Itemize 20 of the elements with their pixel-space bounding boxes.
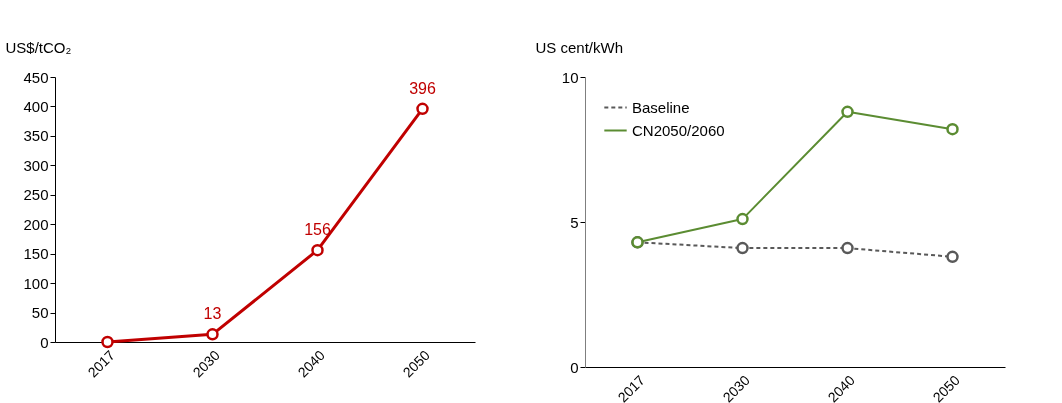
data-label: 156 bbox=[304, 221, 331, 239]
y-tick-label: 100 bbox=[23, 274, 49, 292]
y-axis-title: US cent/kWh bbox=[535, 38, 624, 56]
y-tick-label: 0 bbox=[570, 358, 579, 376]
y-tick-label: 10 bbox=[561, 68, 579, 86]
y-tick-label: 50 bbox=[31, 304, 49, 322]
y-tick-label: 300 bbox=[23, 156, 49, 174]
y-tick-label: 150 bbox=[23, 245, 49, 263]
y-tick-label: 0 bbox=[40, 333, 49, 351]
y-tick-label: 200 bbox=[23, 215, 49, 233]
y-tick-label: 250 bbox=[23, 186, 49, 204]
y-tick-label: 450 bbox=[23, 68, 49, 86]
legend-label: Baseline bbox=[632, 98, 690, 116]
y-tick-label: 5 bbox=[570, 213, 579, 231]
legend-label: CN2050/2060 bbox=[632, 121, 725, 139]
y-tick-label: 350 bbox=[23, 127, 49, 145]
y-tick-label: 400 bbox=[23, 97, 49, 115]
y-axis-title: US$/tCO₂ bbox=[5, 38, 72, 56]
data-label: 396 bbox=[409, 79, 436, 97]
data-label: 13 bbox=[203, 305, 222, 323]
